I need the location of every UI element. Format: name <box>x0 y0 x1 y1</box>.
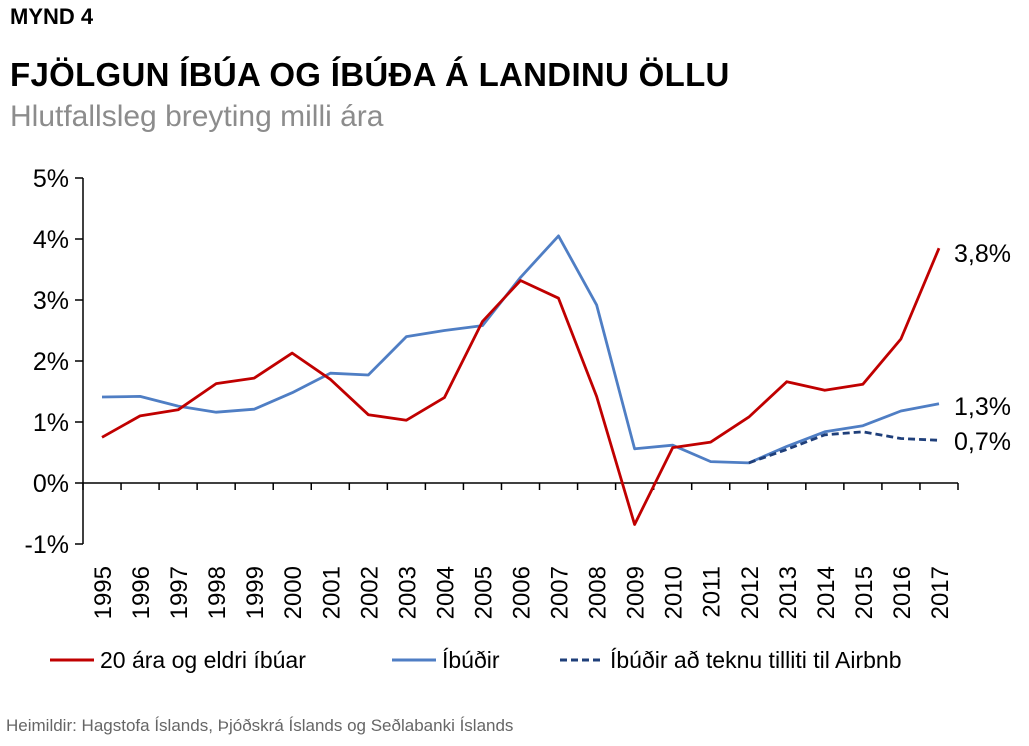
end-label-2: 0,7% <box>954 428 1011 456</box>
legend-label-1: Íbúðir <box>442 647 500 673</box>
x-tick-label: 2008 <box>585 566 612 619</box>
chart-title: FJÖLGUN ÍBÚA OG ÍBÚÐA Á LANDINU ÖLLU <box>10 56 730 93</box>
figure-label: MYND 4 <box>10 4 94 29</box>
series-layer <box>101 234 941 526</box>
end-label-1: 1,3% <box>954 393 1011 421</box>
x-tick-label: 2015 <box>851 566 878 619</box>
x-tick-label: 1998 <box>204 566 231 619</box>
legend-label-0: 20 ára og eldri íbúar <box>100 647 306 673</box>
y-axis: -1% 0% 1% 2% 3% 4% 5% <box>25 165 84 559</box>
legend: 20 ára og eldri íbúar Íbúðir Íbúðir að tek… <box>50 647 902 673</box>
x-tick-label: 2017 <box>927 566 954 619</box>
y-tick-label: -1% <box>25 531 69 559</box>
y-tick-label: 1% <box>33 409 69 437</box>
x-axis: 1995 1996 1997 1998 1999 2000 2001 2002 2003 2004… <box>82 482 959 619</box>
end-label-0: 3,8% <box>954 240 1011 268</box>
x-tick-label: 2007 <box>547 566 574 619</box>
x-tick-label: 2000 <box>280 566 307 619</box>
x-tick-label: 2010 <box>661 566 688 619</box>
y-tick-label: 4% <box>33 226 69 254</box>
x-tick-label: 1997 <box>166 566 193 619</box>
series-line-2 <box>748 430 940 465</box>
x-tick-label: 2003 <box>394 566 421 619</box>
x-tick-label: 2004 <box>432 566 459 619</box>
x-tick-label: 2013 <box>775 566 802 619</box>
source-note: Heimildir: Hagstofa Íslands, Þjóðskrá Ís… <box>6 716 514 735</box>
x-tick-label: 1995 <box>90 566 117 619</box>
x-tick-label: 2005 <box>470 566 497 619</box>
x-tick-label: 2012 <box>737 566 764 619</box>
x-tick-label: 2016 <box>889 566 916 619</box>
y-tick-label: 5% <box>33 165 69 193</box>
chart-subtitle: Hlutfallsleg breyting milli ára <box>10 100 384 133</box>
y-tick-label: 0% <box>33 470 69 498</box>
x-tick-label: 2009 <box>623 566 650 619</box>
series-line-0 <box>101 247 941 526</box>
x-tick-label: 2001 <box>318 566 345 619</box>
y-tick-label: 2% <box>33 348 69 376</box>
x-tick-label: 2002 <box>356 566 383 619</box>
x-tick-label: 2011 <box>699 566 726 618</box>
legend-label-2: Íbúðir að teknu tilliti til Airbnb <box>610 647 902 673</box>
x-tick-label: 2006 <box>509 566 536 619</box>
series-line-1 <box>101 234 940 465</box>
x-tick-label: 2014 <box>813 566 840 619</box>
end-labels: 3,8% 1,3% 0,7% <box>954 240 1011 456</box>
y-tick-label: 3% <box>33 287 69 315</box>
x-tick-label: 1999 <box>242 566 269 619</box>
x-tick-label: 1996 <box>128 566 155 619</box>
